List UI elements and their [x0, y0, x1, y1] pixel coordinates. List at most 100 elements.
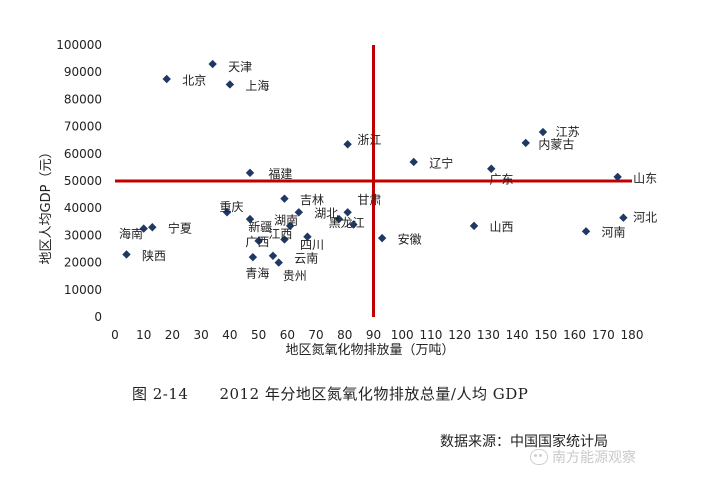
y-axis-ticks: 0 10000 20000 30000 40000 50000 60000 70000 8000… — [56, 38, 102, 324]
x-tick-label: 150 — [534, 328, 557, 342]
data-point — [225, 80, 235, 89]
y-axis-label: 地区人均GDP（元） — [39, 146, 54, 265]
data-point — [274, 258, 283, 267]
data-point — [349, 220, 358, 229]
watermark: 南方能源观察 — [530, 447, 636, 467]
reference-lines — [115, 45, 632, 317]
point-label: 上海 — [245, 78, 269, 93]
y-tick-label: 80000 — [64, 92, 102, 106]
scatter-chart: 0100002000030000400005000060000700008000… — [39, 38, 657, 358]
point-label: 河南 — [602, 225, 626, 240]
x-tick-label: 90 — [366, 328, 381, 342]
data-point — [268, 251, 278, 260]
x-tick-label: 80 — [337, 328, 352, 342]
data-point — [334, 214, 344, 224]
data-point — [619, 213, 628, 222]
data-points — [122, 59, 628, 267]
x-tick-label: 60 — [280, 328, 295, 342]
data-point — [148, 223, 157, 232]
x-tick-label: 180 — [621, 328, 644, 342]
data-point — [538, 127, 548, 137]
data-point — [245, 214, 255, 224]
point-label: 四川 — [300, 238, 324, 252]
point-label: 吉林 — [300, 193, 324, 207]
data-point — [294, 208, 304, 217]
data-point — [139, 224, 148, 233]
data-point — [222, 208, 232, 217]
y-tick-label: 50000 — [64, 174, 102, 188]
x-tick-label: 50 — [251, 328, 266, 342]
point-label: 内蒙古 — [538, 136, 574, 151]
data-point — [409, 157, 418, 167]
point-label: 广东 — [490, 173, 514, 187]
data-point — [245, 168, 255, 178]
x-tick-label: 30 — [194, 328, 209, 342]
x-tick-label: 110 — [419, 328, 442, 342]
x-tick-label: 130 — [477, 328, 500, 342]
y-tick-label: 70000 — [64, 120, 102, 134]
data-point — [248, 252, 258, 262]
data-point — [162, 74, 171, 84]
data-point — [208, 59, 217, 69]
y-tick-label: 30000 — [64, 228, 102, 242]
data-point — [613, 172, 622, 182]
point-label: 宁夏 — [168, 221, 192, 236]
point-label: 海南 — [119, 226, 143, 241]
data-point — [487, 164, 496, 173]
data-point — [521, 138, 530, 148]
data-point — [469, 221, 479, 231]
point-label: 福建 — [268, 166, 292, 181]
point-label: 甘肃 — [357, 193, 381, 207]
x-tick-label: 140 — [506, 328, 529, 342]
x-tick-label: 160 — [563, 328, 586, 342]
point-label: 江西 — [268, 227, 292, 241]
point-label: 湖南 — [274, 212, 298, 227]
data-point — [286, 221, 295, 231]
x-tick-label: 40 — [222, 328, 237, 342]
point-label: 贵州 — [283, 269, 307, 283]
y-tick-label: 100000 — [56, 38, 102, 52]
point-label: 广西 — [245, 235, 269, 249]
point-label: 浙江 — [357, 133, 381, 147]
x-tick-label: 120 — [448, 328, 471, 342]
data-point — [303, 232, 312, 241]
point-label: 河北 — [633, 211, 657, 225]
x-tick-label: 20 — [165, 328, 180, 342]
point-label: 北京 — [182, 73, 206, 87]
y-tick-label: 90000 — [64, 65, 102, 79]
figure-caption: 图 2-14 2012 年分地区氮氧化物排放总量/人均 GDP — [132, 385, 529, 403]
watermark-text: 南方能源观察 — [552, 450, 636, 466]
point-label: 山东 — [633, 171, 657, 185]
data-point — [581, 227, 591, 236]
data-point — [280, 194, 289, 203]
point-label: 云南 — [294, 251, 318, 266]
point-label: 天津 — [228, 60, 252, 74]
x-axis-label: 地区氮氧化物排放量（万吨） — [285, 343, 454, 358]
x-tick-label: 0 — [111, 328, 119, 342]
x-tick-label: 10 — [136, 328, 151, 342]
x-axis-ticks: 0 10 20 30 40 50 60 70 80 90 100 110 120 130 140 150 160… — [111, 328, 643, 342]
y-tick-label: 0 — [94, 310, 102, 324]
data-point — [122, 250, 131, 259]
data-point — [377, 233, 387, 243]
y-tick-label: 10000 — [64, 283, 102, 297]
data-source: 数据来源：中国国家统计局 — [440, 434, 608, 450]
point-label: 黑龙江 — [329, 216, 365, 230]
point-label: 山西 — [490, 220, 514, 234]
x-tick-label: 100 — [391, 328, 414, 342]
point-label: 辽宁 — [429, 155, 453, 170]
data-point — [343, 208, 352, 217]
point-label: 青海 — [245, 265, 269, 280]
data-point — [280, 235, 289, 244]
point-label: 安徽 — [398, 231, 422, 246]
y-tick-label: 60000 — [64, 147, 102, 161]
x-tick-label: 170 — [592, 328, 615, 342]
point-label: 湖北 — [314, 206, 338, 221]
point-label: 江苏 — [556, 125, 580, 139]
data-point — [343, 140, 352, 149]
data-point — [254, 236, 263, 246]
point-label: 陕西 — [142, 248, 166, 263]
point-label: 重庆 — [220, 200, 244, 214]
point-label: 新疆 — [248, 219, 272, 234]
